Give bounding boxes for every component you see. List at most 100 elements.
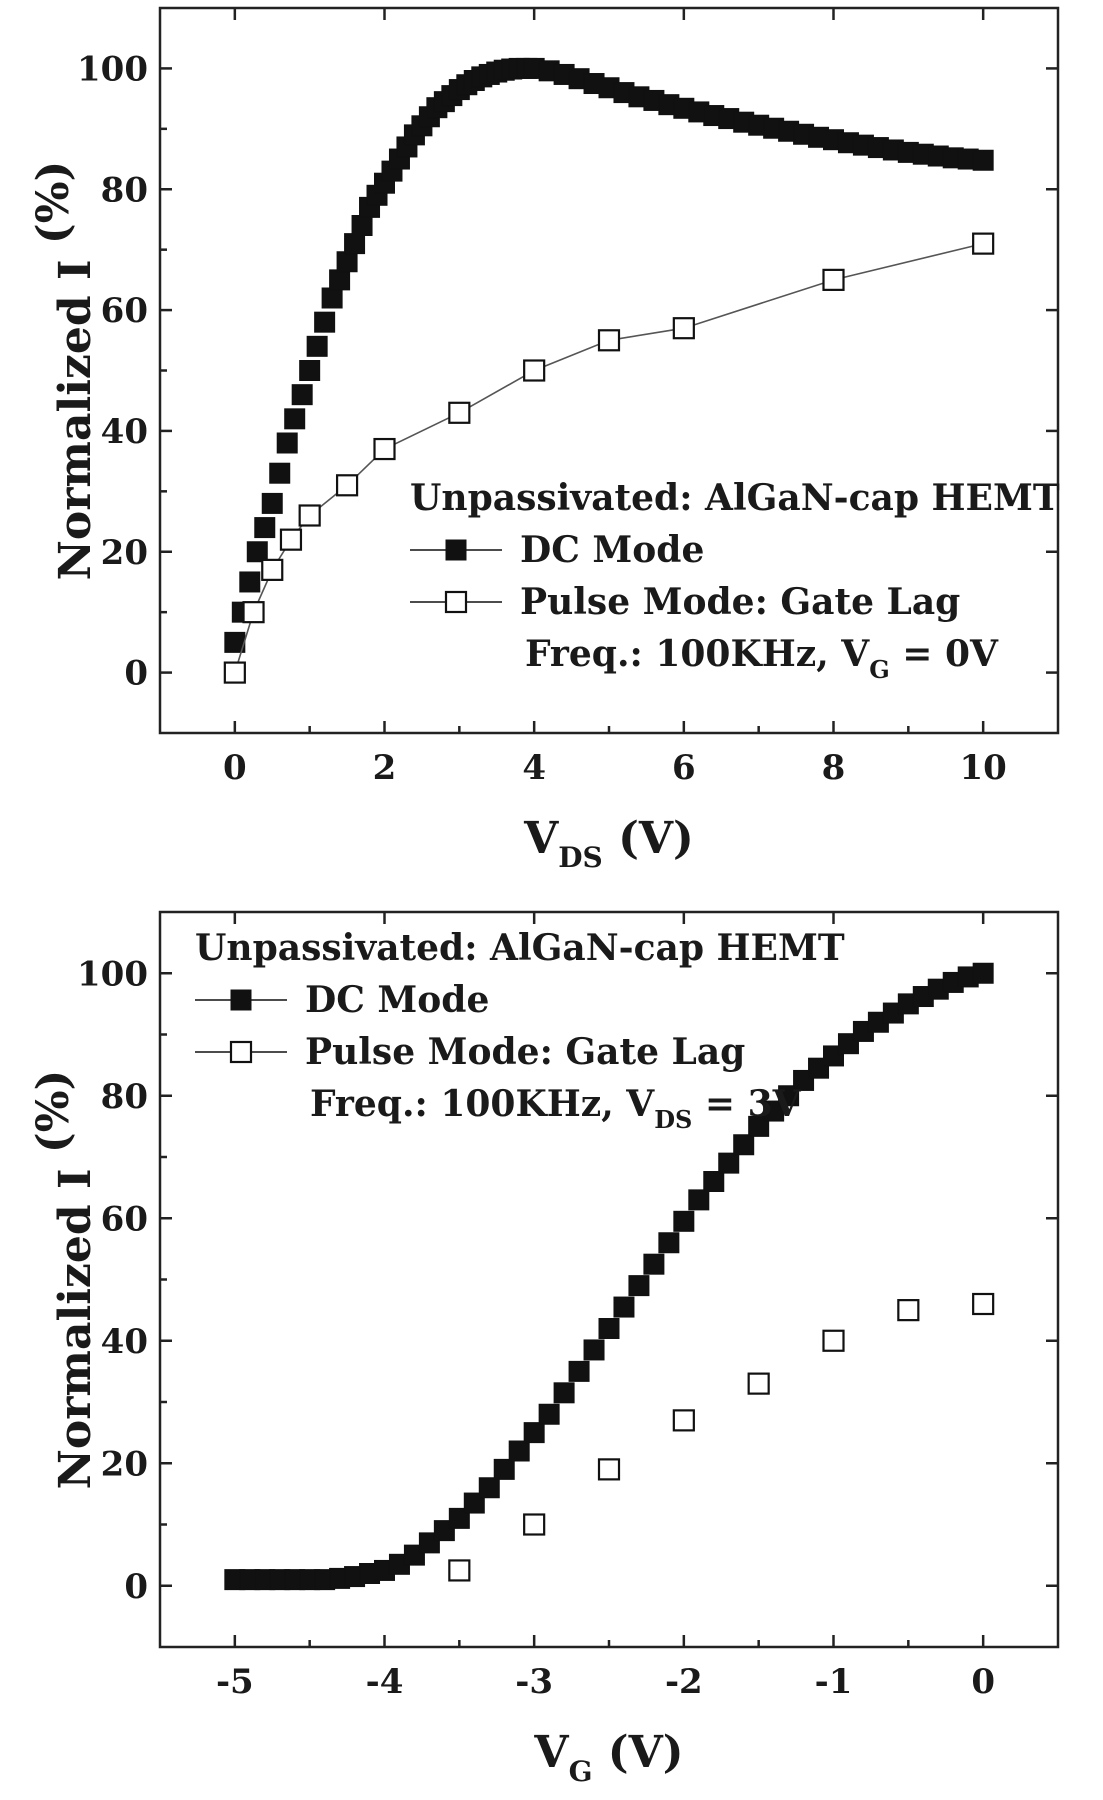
y-tick-label: 20 xyxy=(101,1444,148,1484)
dc-point xyxy=(276,432,298,454)
y-axis-title-unit: (%) xyxy=(28,1070,79,1169)
dc-point xyxy=(553,1382,575,1404)
x-axis-title-unit: (V) xyxy=(592,1727,683,1778)
dc-point xyxy=(508,1440,530,1462)
plot-frame xyxy=(158,910,1060,1649)
x-axis: 0 2 4 6 8 10 xyxy=(223,8,1007,788)
legend-note-sub: G xyxy=(869,655,890,684)
x-axis-title: VG (V) xyxy=(533,1727,683,1788)
x-axis: -5 -4 -3 -2 -1 0 xyxy=(216,912,995,1702)
series-pulse-mode xyxy=(448,1292,995,1582)
pulse-point xyxy=(597,1458,621,1481)
series-dc-mode xyxy=(224,962,994,1591)
dc-point xyxy=(598,1318,620,1339)
legend-note: Freq.: 100KHz, VG = 0V xyxy=(525,633,999,684)
legend-title: Unpassivated: AlGaN-cap HEMT xyxy=(195,927,845,969)
pulse-point xyxy=(223,661,246,684)
pulse-point xyxy=(298,504,321,527)
y-tick-label: 60 xyxy=(101,1199,148,1239)
pulse-point xyxy=(597,329,621,352)
pulse-point xyxy=(448,401,471,424)
pulse-point xyxy=(822,1329,845,1352)
dc-point xyxy=(246,541,268,563)
dc-point xyxy=(269,462,291,484)
y-axis-title-main: Normalized I xyxy=(50,259,101,580)
dc-point xyxy=(329,269,351,291)
legend-marker xyxy=(444,590,468,614)
x-tick-label: -3 xyxy=(515,1662,553,1702)
dc-point xyxy=(344,233,366,255)
dc-point xyxy=(254,517,276,539)
y-tick-label: 0 xyxy=(124,1567,148,1607)
pulse-point xyxy=(335,474,359,497)
y-axis: 0 20 40 60 80 100 xyxy=(77,954,1058,1607)
x-tick-label: -5 xyxy=(216,1662,254,1702)
legend-label: DC Mode xyxy=(305,979,489,1021)
dc-point xyxy=(613,1296,635,1318)
x-axis-title-main: V xyxy=(533,1727,569,1778)
pulse-point xyxy=(279,528,303,551)
dc-point xyxy=(688,1189,710,1211)
series-dc-mode xyxy=(224,57,994,653)
x-axis-title-sub: DS xyxy=(558,841,603,874)
y-axis-title-main: Normalized I xyxy=(50,1168,101,1489)
dc-point xyxy=(718,1152,740,1174)
pulse-point xyxy=(672,317,695,340)
y-tick-label: 0 xyxy=(124,654,148,694)
y-tick-label: 40 xyxy=(101,412,148,452)
pulse-point xyxy=(672,1409,695,1432)
pulse-point xyxy=(373,437,396,461)
dc-point xyxy=(972,149,994,171)
pulse-point xyxy=(972,232,995,255)
y-tick-label: 40 xyxy=(101,1322,148,1362)
plot-frame xyxy=(158,6,1060,735)
x-tick-label: 8 xyxy=(822,748,846,788)
x-tick-label: 10 xyxy=(960,748,1007,788)
dc-point xyxy=(493,1458,515,1480)
legend: Unpassivated: AlGaN-cap HEMT DC Mode Pulse… xyxy=(410,477,1060,684)
y-tick-label: 60 xyxy=(101,291,148,331)
x-axis-title: VDS (V) xyxy=(523,813,694,874)
dc-point xyxy=(284,408,306,430)
dc-point xyxy=(306,335,328,357)
legend-marker xyxy=(229,1040,253,1064)
x-axis-title-main: V xyxy=(523,813,559,864)
dc-point xyxy=(673,1210,695,1232)
dc-point xyxy=(478,1477,500,1499)
pulse-point xyxy=(897,1299,920,1322)
x-axis-title-unit: (V) xyxy=(603,813,694,864)
chart-panel-2: -5 -4 -3 -2 -1 0 0 20 40 60 80 100 VG (V) Normalized … xyxy=(28,910,1060,1788)
legend-note-suffix: = 0V xyxy=(890,633,999,675)
dc-point xyxy=(314,311,336,333)
pulse-point xyxy=(523,1513,546,1536)
pulse-point xyxy=(822,268,845,291)
dc-point xyxy=(568,1360,590,1382)
dc-point xyxy=(299,360,321,381)
pulse-point xyxy=(448,1559,471,1582)
legend-marker xyxy=(230,989,252,1011)
legend-note-sub: DS xyxy=(654,1105,692,1134)
x-tick-label: 0 xyxy=(223,748,247,788)
y-axis: 0 20 40 60 80 100 xyxy=(77,49,1058,694)
x-tick-label: 6 xyxy=(672,748,696,788)
pulse-point xyxy=(747,1372,770,1395)
dc-point xyxy=(972,962,994,984)
y-tick-label: 80 xyxy=(101,1077,148,1117)
dc-point xyxy=(583,1339,605,1361)
dc-point xyxy=(261,492,283,514)
y-axis-title: Normalized I (%) xyxy=(28,161,101,581)
x-tick-label: 4 xyxy=(522,748,546,788)
x-tick-label: 2 xyxy=(373,748,397,788)
dc-point xyxy=(239,571,261,593)
legend: Unpassivated: AlGaN-cap HEMT DC Mode Pulse… xyxy=(195,927,845,1134)
legend-note-prefix: Freq.: 100KHz, V xyxy=(525,633,870,675)
dc-point xyxy=(658,1232,680,1254)
legend-label: DC Mode xyxy=(520,529,704,571)
pulse-point xyxy=(242,601,265,624)
dc-point xyxy=(321,287,343,309)
dc-point xyxy=(538,1403,560,1425)
x-tick-label: -2 xyxy=(665,1662,703,1702)
y-tick-label: 20 xyxy=(101,533,148,573)
dc-point xyxy=(291,384,313,406)
legend-note: Freq.: 100KHz, VDS = 3V xyxy=(310,1083,802,1134)
